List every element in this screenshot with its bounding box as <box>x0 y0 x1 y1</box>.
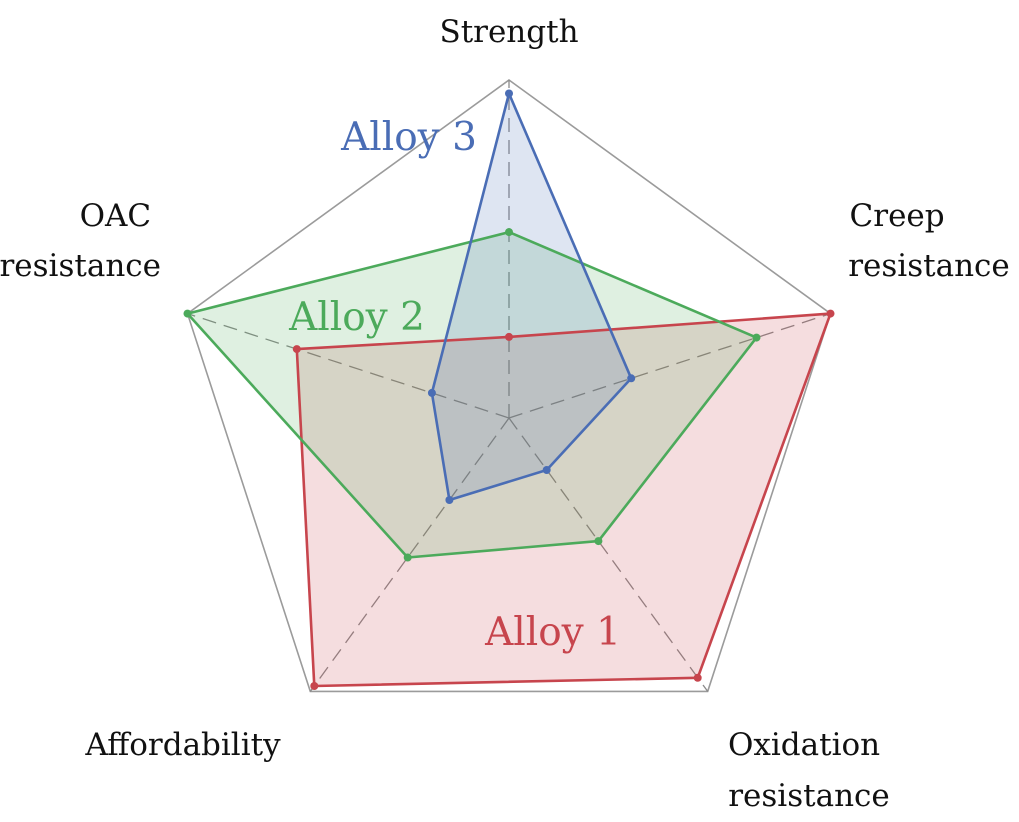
series-fill-alloy-2 <box>187 232 757 558</box>
axis-label-creep-resistance: Creep resistance <box>848 198 1010 284</box>
series-line-alloy-2 <box>186 230 758 559</box>
series-points <box>183 89 835 690</box>
axis-label-oxidation-resistance: Oxidation resistance <box>728 727 890 814</box>
series-fills <box>187 93 831 686</box>
series-fill-alloy-1 <box>296 313 831 686</box>
spoke-creep-resistance <box>508 312 831 419</box>
spoke-affordability <box>309 417 510 692</box>
point-alloy-2-strength <box>505 228 513 237</box>
point-alloy-3-strength <box>505 89 513 98</box>
series-line-alloy-3 <box>430 92 633 502</box>
series-label-alloy-1: Alloy 1 <box>484 610 621 655</box>
radar-spokes <box>187 80 831 692</box>
point-alloy-3-oac-resistance <box>427 388 436 397</box>
point-alloy-2-oac-resistance <box>183 309 192 318</box>
point-alloy-1-affordability <box>310 682 319 690</box>
series-lines <box>186 92 832 688</box>
point-alloy-1-oac-resistance <box>292 345 301 354</box>
point-alloy-1-creep-resistance <box>826 309 835 318</box>
point-alloy-1-oxidation-resistance <box>693 673 702 682</box>
point-alloy-2-creep-resistance <box>752 333 761 342</box>
series-label-alloy-3: Alloy 3 <box>340 115 477 160</box>
axis-label-oac-resistance: OAC resistance <box>0 198 161 284</box>
axis-label-affordability: Affordability <box>84 727 281 763</box>
point-alloy-3-creep-resistance <box>627 374 636 383</box>
series-line-alloy-1 <box>295 312 832 688</box>
axis-label-strength: Strength <box>439 14 578 50</box>
series-label-alloy-2: Alloy 2 <box>288 295 425 340</box>
point-alloy-1-strength <box>505 332 513 341</box>
point-alloy-2-affordability <box>403 553 412 562</box>
radar-outer-pentagon <box>186 79 832 693</box>
point-alloy-3-affordability <box>445 496 454 504</box>
point-alloy-2-oxidation-resistance <box>594 537 603 546</box>
point-alloy-3-oxidation-resistance <box>542 466 551 474</box>
spoke-oac-resistance <box>187 312 510 419</box>
series-fill-alloy-3 <box>431 93 632 500</box>
spoke-oxidation-resistance <box>508 417 709 692</box>
